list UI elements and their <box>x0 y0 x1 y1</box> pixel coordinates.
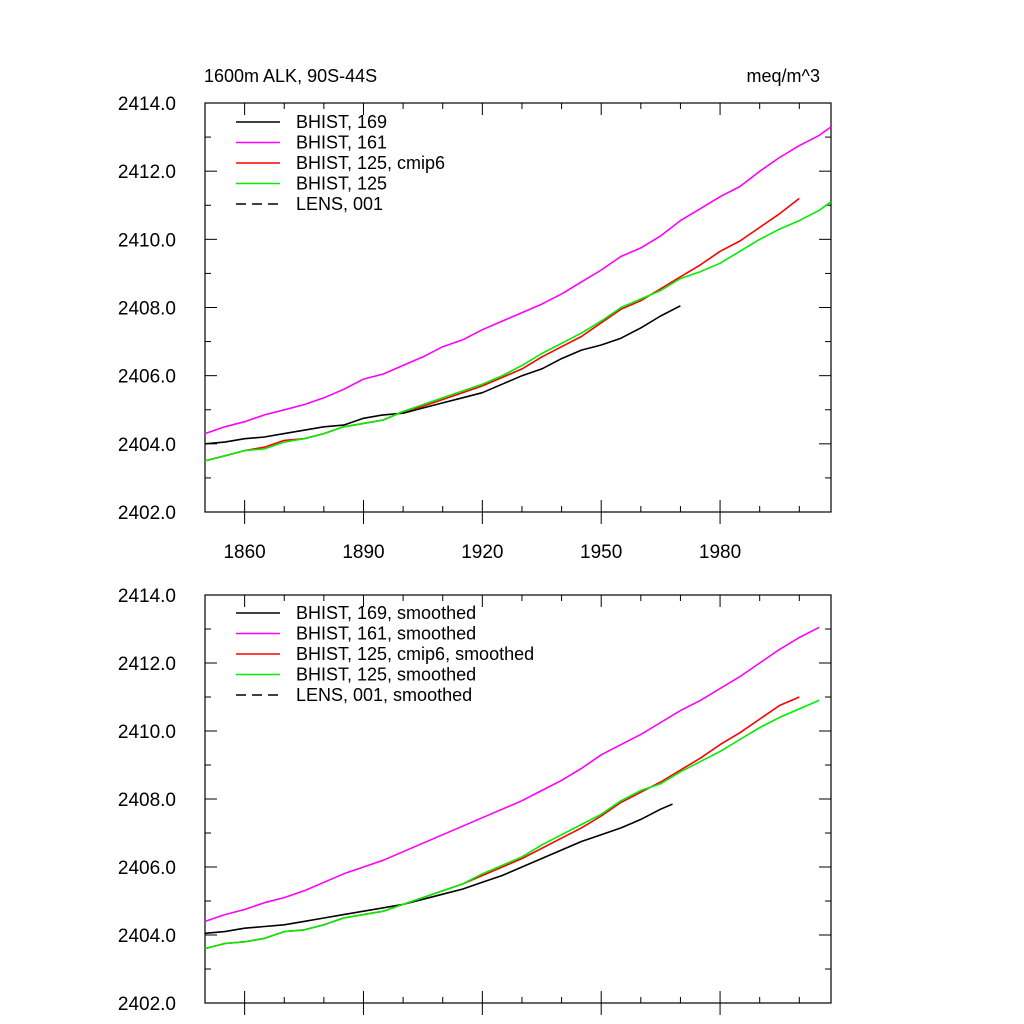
panel-1-y-tick-label: 2414.0 <box>118 94 176 115</box>
panel-1-plot: 2402.0 2404.0 2406.0 2408.0 2410.0 2412.0 2414… <box>118 94 832 563</box>
panel-2-series-line-2 <box>204 626 820 923</box>
panel-1-legend-label-3: BHIST, 125, cmip6 <box>296 153 445 173</box>
panel-1-series-line-3 <box>204 197 800 462</box>
panel-2-y-tick-label: 2404.0 <box>118 926 176 947</box>
panel-1-y-tick-label: 2406.0 <box>118 367 176 388</box>
panel-1-y-tick-label: 2402.0 <box>118 503 176 524</box>
panel-2-legend-label-3: BHIST, 125, cmip6, smoothed <box>296 644 534 664</box>
panel-2-series-line-4 <box>204 699 820 950</box>
panel-1-x-tick-label: 1980 <box>699 542 741 563</box>
panel-1-y-tick-label: 2408.0 <box>118 299 176 320</box>
panel-1-legend-label-2: BHIST, 161 <box>296 133 387 153</box>
panel-2-series-line-3 <box>204 696 800 950</box>
panel-2-y-tick-label: 2410.0 <box>118 722 176 743</box>
panel-2-y-tick-label: 2406.0 <box>118 858 176 879</box>
panel-1-y-tick-label: 2410.0 <box>118 230 176 251</box>
panel-2-legend-label-2: BHIST, 161, smoothed <box>296 624 476 644</box>
panel-1-series-line-4 <box>204 201 832 462</box>
panel-1-y-tick-label: 2404.0 <box>118 435 176 456</box>
panel-2-legend-label-1: BHIST, 169, smoothed <box>296 603 476 623</box>
panel-2-plot: 2402.0 2404.0 2406.0 2408.0 2410.0 2412.0 2414… <box>118 586 832 1015</box>
panel-1-x-tick-label: 1950 <box>580 542 622 563</box>
panel-1-title-right: meq/m^3 <box>747 66 820 86</box>
panel-2-series-line-1 <box>204 803 673 935</box>
panel-1-x-tick-label: 1890 <box>342 542 384 563</box>
panel-2-y-tick-label: 2408.0 <box>118 790 176 811</box>
panel-1-series-line-1 <box>204 305 681 445</box>
panel-2-y-tick-label: 2414.0 <box>118 586 176 607</box>
panel-1-legend-label-1: BHIST, 169 <box>296 112 387 132</box>
panel-1-legend-label-5: LENS, 001 <box>296 194 383 214</box>
panel-2-y-tick-label: 2402.0 <box>118 994 176 1015</box>
panel-1-series-line-2 <box>204 126 832 435</box>
panel-2-legend-label-5: LENS, 001, smoothed <box>296 685 472 705</box>
panel-1-x-tick-label: 1860 <box>223 542 265 563</box>
panel-1-x-tick-label: 1920 <box>461 542 503 563</box>
panel-1-legend-label-4: BHIST, 125 <box>296 174 387 194</box>
panel-2-y-tick-label: 2412.0 <box>118 654 176 675</box>
panel-1-title-left: 1600m ALK, 90S-44S <box>204 66 377 86</box>
panel-1-y-tick-label: 2412.0 <box>118 162 176 183</box>
panel-2-legend-label-4: BHIST, 125, smoothed <box>296 665 476 685</box>
